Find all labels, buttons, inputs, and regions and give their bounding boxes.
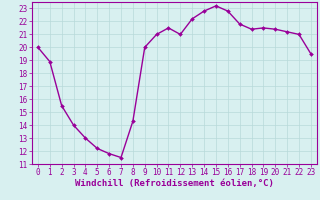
X-axis label: Windchill (Refroidissement éolien,°C): Windchill (Refroidissement éolien,°C) [75, 179, 274, 188]
